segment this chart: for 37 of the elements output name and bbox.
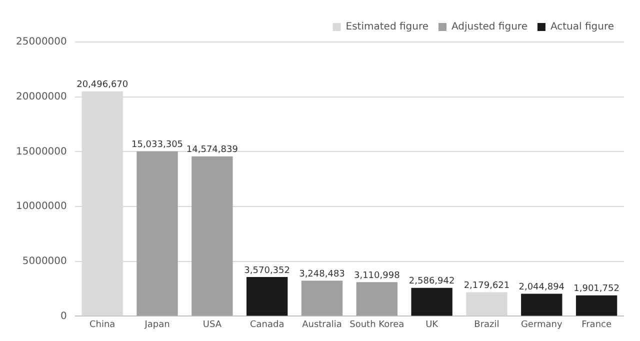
bar [356, 282, 398, 316]
x-tick-label: Germany [520, 320, 563, 330]
bar [136, 151, 178, 316]
x-tick-label: South Korea [350, 320, 404, 330]
x-tick-label: Australia [302, 320, 342, 330]
data-label: 3,248,483 [299, 269, 345, 280]
x-tick-label: France [582, 320, 612, 330]
bar [192, 156, 233, 316]
data-label: 2,586,942 [408, 276, 455, 287]
y-tick-label: 20000000 [16, 91, 67, 102]
data-label: 15,033,305 [132, 140, 184, 150]
data-label: 14,574,839 [186, 145, 238, 156]
data-label: 3,570,352 [244, 266, 290, 276]
y-tick-label: 10000000 [16, 201, 67, 212]
y-tick-label: 0 [60, 310, 67, 322]
x-tick-label: Brazil [474, 320, 500, 330]
y-tick-label: 25000000 [16, 36, 67, 48]
data-label: 3,110,998 [354, 270, 400, 281]
x-tick-label: Japan [144, 320, 170, 330]
y-tick-label: 5000000 [22, 256, 67, 267]
y-tick-label: 15000000 [16, 146, 67, 158]
data-label: 20,496,670 [76, 80, 128, 90]
bar [576, 295, 618, 316]
legend-label: Actual figure [550, 22, 614, 33]
legend-label: Estimated figure [346, 22, 429, 33]
x-tick-label: Canada [250, 320, 284, 330]
bar [521, 294, 562, 316]
data-label: 2,044,894 [518, 282, 565, 293]
x-tick-label: China [89, 320, 116, 330]
bar [301, 280, 343, 316]
legend-label: Adjusted figure [452, 22, 528, 33]
x-tick-label: USA [202, 320, 222, 330]
data-label: 1,901,752 [574, 284, 620, 294]
x-tick-label: UK [426, 320, 440, 330]
bar [246, 277, 288, 316]
data-label: 2,179,621 [464, 281, 510, 292]
bar [411, 288, 452, 316]
